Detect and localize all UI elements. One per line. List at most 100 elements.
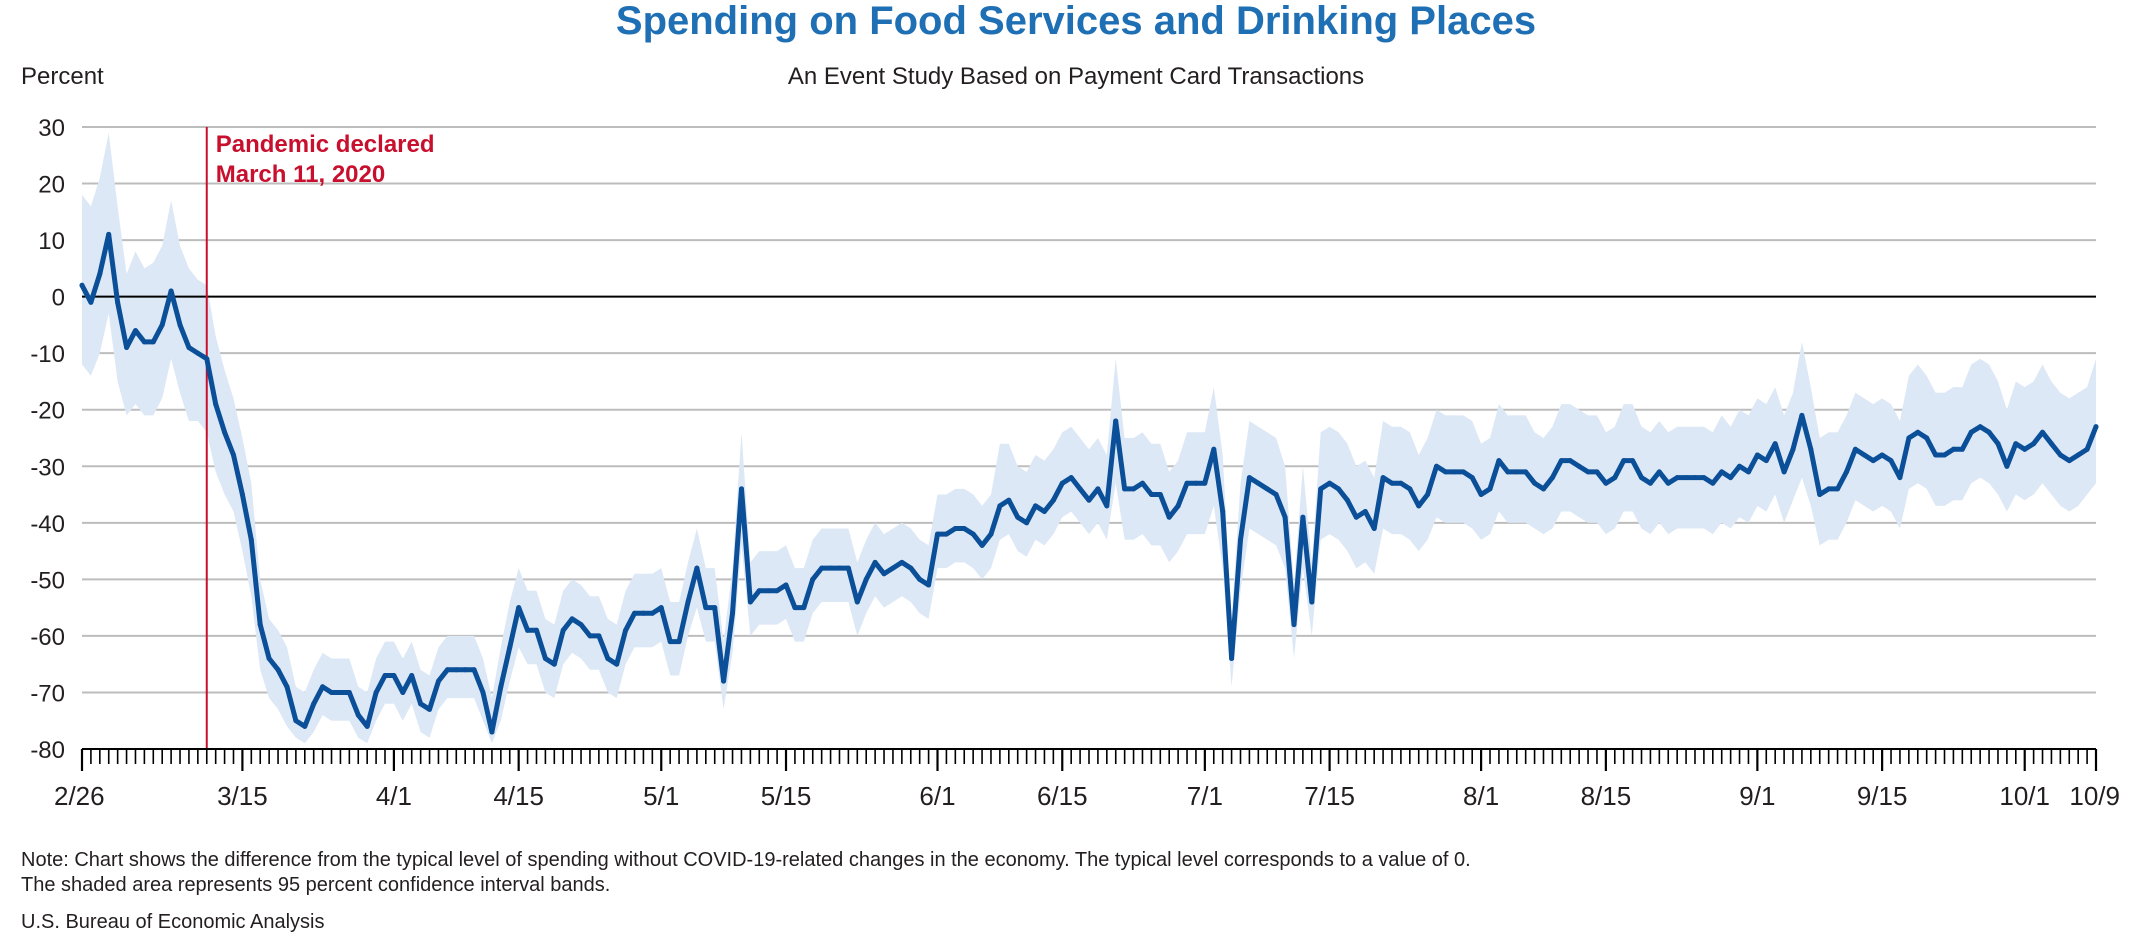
data-point <box>1746 469 1751 475</box>
data-point <box>1238 537 1243 543</box>
data-point <box>79 282 85 288</box>
data-point <box>1255 480 1261 486</box>
x-tick-label: 3/15 <box>217 781 268 811</box>
data-point <box>2022 446 2028 452</box>
data-point <box>578 622 584 628</box>
data-point <box>1371 526 1377 531</box>
data-point <box>1541 486 1546 492</box>
data-point <box>774 588 780 594</box>
data-point <box>498 684 504 690</box>
y-tick-label: 10 <box>38 228 65 255</box>
data-point <box>489 729 495 735</box>
x-tick-label: 9/15 <box>1857 781 1908 811</box>
data-point <box>792 605 798 611</box>
data-point <box>1808 446 1814 452</box>
chart-title: Spending on Food Services and Drinking P… <box>616 0 1536 43</box>
data-point <box>124 345 130 350</box>
data-point <box>1924 435 1930 441</box>
y-tick-label: 30 <box>38 115 65 142</box>
data-point <box>1897 475 1903 481</box>
data-point <box>1995 441 2001 447</box>
data-point <box>1639 475 1644 481</box>
data-point <box>1140 480 1145 486</box>
data-point <box>935 531 940 537</box>
annotation-label-line2: March 11, 2020 <box>216 161 385 188</box>
data-point <box>1291 622 1297 628</box>
y-axis-label: Percent <box>21 63 104 90</box>
data-point <box>1443 469 1448 475</box>
data-point <box>712 605 718 611</box>
data-point <box>1701 475 1707 481</box>
data-point <box>1710 480 1716 486</box>
data-point <box>391 673 397 678</box>
data-point <box>1006 497 1012 503</box>
data-point <box>756 588 762 594</box>
data-point <box>436 678 441 684</box>
data-point <box>1050 497 1056 503</box>
data-point <box>1148 492 1154 497</box>
x-tick-labels: 2/26 3/15 4/1 4/15 5/1 5/15 6/1 6/15 7/1 7/15 8/1 8… <box>54 781 2120 811</box>
data-point <box>2048 441 2054 447</box>
y-tick-label: -30 <box>30 454 65 481</box>
data-point <box>1193 480 1199 486</box>
data-point <box>1772 441 1778 447</box>
data-point <box>133 328 138 334</box>
data-point <box>1246 475 1252 481</box>
data-point <box>1344 497 1350 503</box>
data-point <box>2066 458 2072 464</box>
data-point <box>1460 469 1466 475</box>
data-point <box>1558 458 1564 464</box>
data-point <box>899 559 905 565</box>
data-point <box>1184 480 1190 486</box>
data-point <box>195 350 201 356</box>
data-point <box>730 610 735 616</box>
data-point <box>1068 475 1074 481</box>
data-point <box>979 542 985 548</box>
chart-note-line1: Note: Chart shows the difference from th… <box>21 849 1471 871</box>
data-point <box>106 231 112 237</box>
data-point <box>1202 480 1208 486</box>
data-point <box>239 492 245 497</box>
data-point <box>1336 486 1341 492</box>
data-point <box>801 605 807 611</box>
data-point <box>1523 469 1529 475</box>
data-point <box>632 610 637 616</box>
data-point <box>890 565 896 571</box>
data-point <box>1416 503 1422 509</box>
data-point <box>1692 475 1698 481</box>
data-point <box>248 537 254 543</box>
data-point <box>1059 480 1065 486</box>
data-point <box>1585 469 1591 475</box>
annotation-layer: Pandemic declared March 11, 2020 <box>205 127 435 749</box>
data-point <box>854 599 860 605</box>
data-point <box>605 656 611 661</box>
data-point <box>471 667 477 673</box>
data-point <box>1380 475 1386 481</box>
data-point <box>1950 446 1956 452</box>
data-point <box>1612 475 1618 481</box>
data-point <box>1852 446 1858 452</box>
data-point <box>560 627 566 633</box>
data-point <box>409 673 415 678</box>
data-point <box>739 486 744 492</box>
data-point <box>1674 475 1680 481</box>
chart-subtitle: An Event Study Based on Payment Card Tra… <box>788 63 1364 90</box>
data-point <box>2075 452 2081 458</box>
data-point <box>507 644 513 650</box>
data-point <box>382 673 388 678</box>
data-point <box>1567 458 1573 464</box>
data-point <box>881 571 887 577</box>
data-point <box>783 582 789 588</box>
data-point <box>1318 486 1324 492</box>
data-point <box>676 639 682 645</box>
data-point <box>1986 429 1992 435</box>
data-point <box>2084 446 2090 452</box>
data-point <box>1630 458 1636 464</box>
data-point <box>1095 486 1101 492</box>
data-point <box>1327 480 1333 486</box>
data-point <box>1434 463 1439 469</box>
data-point <box>765 588 771 594</box>
data-points <box>79 231 2099 735</box>
y-tick-label: -50 <box>30 567 65 594</box>
